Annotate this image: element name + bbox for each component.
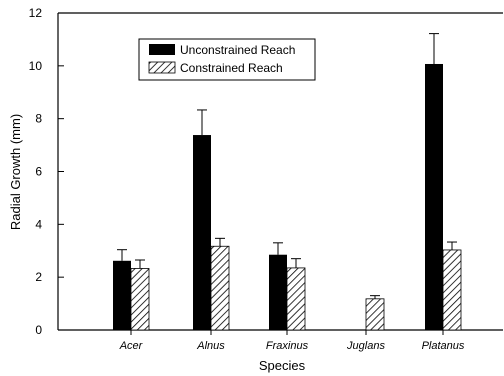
bar-unconstrained <box>193 135 211 330</box>
x-tick-label: Juglans <box>346 340 385 352</box>
legend-label-unconstrained: Unconstrained Reach <box>180 43 295 57</box>
bar-constrained <box>210 245 230 331</box>
x-tick-label: Acer <box>119 340 144 352</box>
bar-constrained <box>365 298 385 331</box>
legend-label-constrained: Constrained Reach <box>180 61 283 75</box>
bar-constrained <box>130 268 150 331</box>
bar-unconstrained <box>113 260 131 330</box>
legend: Unconstrained Reach Constrained Reach <box>138 38 316 81</box>
bar-unconstrained <box>425 63 443 331</box>
y-tick-label: 6 <box>35 165 42 179</box>
y-tick-label: 8 <box>35 112 42 126</box>
x-tick-label: Fraxinus <box>266 340 309 352</box>
y-tick-label: 12 <box>29 6 43 20</box>
bar-unconstrained <box>269 254 287 330</box>
x-tick-label: Platanus <box>422 340 465 352</box>
x-tick-label: Alnus <box>196 340 225 352</box>
legend-swatch-constrained <box>148 61 176 74</box>
y-tick-label: 10 <box>29 59 43 73</box>
x-axis-title: Species <box>259 358 306 373</box>
legend-swatch-unconstrained <box>149 44 175 55</box>
bar-constrained <box>442 249 462 331</box>
y-tick-label: 2 <box>35 270 42 284</box>
y-tick-label: 4 <box>35 217 42 231</box>
bar-constrained <box>286 267 306 331</box>
y-tick-label: 0 <box>35 323 42 337</box>
y-axis-title: Radial Growth (mm) <box>8 114 23 230</box>
